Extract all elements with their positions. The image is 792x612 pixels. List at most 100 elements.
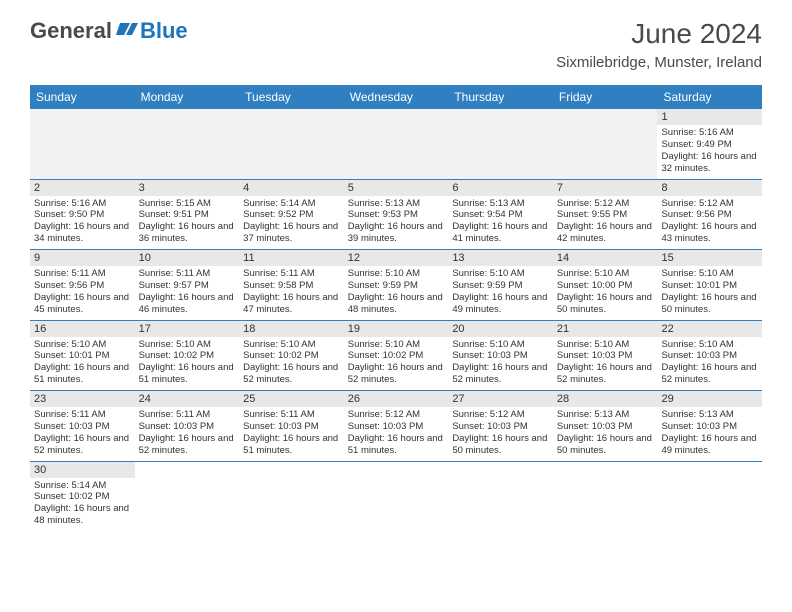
day-cell: Sunrise: 5:11 AMSunset: 9:56 PMDaylight:… [30, 266, 135, 320]
day-cell: Sunrise: 5:13 AMSunset: 10:03 PMDaylight… [657, 407, 762, 461]
sunrise-text: Sunrise: 5:13 AM [661, 409, 758, 421]
day-number: 23 [30, 391, 135, 407]
day-number: 22 [657, 321, 762, 337]
header: General Blue June 2024 Sixmilebridge, Mu… [0, 0, 792, 77]
day-cell: Sunrise: 5:11 AMSunset: 10:03 PMDaylight… [135, 407, 240, 461]
day-cell [657, 478, 762, 532]
weekday-header-row: Sunday Monday Tuesday Wednesday Thursday… [30, 85, 762, 109]
day-number [657, 462, 762, 478]
sunrise-text: Sunrise: 5:13 AM [348, 198, 445, 210]
title-block: June 2024 Sixmilebridge, Munster, Irelan… [556, 18, 762, 71]
month-title: June 2024 [556, 18, 762, 50]
sunset-text: Sunset: 10:02 PM [243, 350, 340, 362]
sunrise-text: Sunrise: 5:11 AM [139, 409, 236, 421]
day-number [135, 462, 240, 478]
sunset-text: Sunset: 10:03 PM [661, 350, 758, 362]
day-cell: Sunrise: 5:10 AMSunset: 10:02 PMDaylight… [135, 337, 240, 391]
daylight-text: Daylight: 16 hours and 51 minutes. [34, 362, 131, 386]
day-cell: Sunrise: 5:13 AMSunset: 10:03 PMDaylight… [553, 407, 658, 461]
day-number-row: 30 [30, 462, 762, 478]
sunset-text: Sunset: 10:01 PM [661, 280, 758, 292]
day-number [344, 109, 449, 125]
day-cell: Sunrise: 5:10 AMSunset: 10:03 PMDaylight… [448, 337, 553, 391]
sunset-text: Sunset: 10:03 PM [139, 421, 236, 433]
day-cell [344, 125, 449, 179]
sunset-text: Sunset: 10:03 PM [34, 421, 131, 433]
daylight-text: Daylight: 16 hours and 41 minutes. [452, 221, 549, 245]
day-cell [344, 478, 449, 532]
sunset-text: Sunset: 9:55 PM [557, 209, 654, 221]
daylight-text: Daylight: 16 hours and 51 minutes. [139, 362, 236, 386]
weekday-header: Sunday [30, 85, 135, 109]
day-cell: Sunrise: 5:16 AMSunset: 9:49 PMDaylight:… [657, 125, 762, 179]
sunrise-text: Sunrise: 5:11 AM [243, 268, 340, 280]
daylight-text: Daylight: 16 hours and 37 minutes. [243, 221, 340, 245]
sunset-text: Sunset: 10:03 PM [557, 421, 654, 433]
day-number: 13 [448, 250, 553, 266]
day-cell [30, 125, 135, 179]
day-cell [448, 478, 553, 532]
daylight-text: Daylight: 16 hours and 48 minutes. [348, 292, 445, 316]
sunrise-text: Sunrise: 5:12 AM [348, 409, 445, 421]
daylight-text: Daylight: 16 hours and 45 minutes. [34, 292, 131, 316]
day-number: 24 [135, 391, 240, 407]
sunset-text: Sunset: 10:03 PM [348, 421, 445, 433]
day-cell: Sunrise: 5:11 AMSunset: 9:57 PMDaylight:… [135, 266, 240, 320]
sunrise-text: Sunrise: 5:14 AM [243, 198, 340, 210]
sunrise-text: Sunrise: 5:12 AM [452, 409, 549, 421]
day-number: 9 [30, 250, 135, 266]
daylight-text: Daylight: 16 hours and 52 minutes. [243, 362, 340, 386]
day-number-row: 16171819202122 [30, 321, 762, 337]
sunrise-text: Sunrise: 5:13 AM [452, 198, 549, 210]
sunrise-text: Sunrise: 5:10 AM [348, 339, 445, 351]
day-cell: Sunrise: 5:13 AMSunset: 9:54 PMDaylight:… [448, 196, 553, 250]
sunrise-text: Sunrise: 5:10 AM [661, 339, 758, 351]
day-cell [553, 125, 658, 179]
sunset-text: Sunset: 9:54 PM [452, 209, 549, 221]
week-row: Sunrise: 5:14 AMSunset: 10:02 PMDaylight… [30, 478, 762, 532]
day-cell: Sunrise: 5:11 AMSunset: 10:03 PMDaylight… [30, 407, 135, 461]
day-cell: Sunrise: 5:11 AMSunset: 10:03 PMDaylight… [239, 407, 344, 461]
daylight-text: Daylight: 16 hours and 36 minutes. [139, 221, 236, 245]
daylight-text: Daylight: 16 hours and 50 minutes. [452, 433, 549, 457]
daylight-text: Daylight: 16 hours and 52 minutes. [557, 362, 654, 386]
daylight-text: Daylight: 16 hours and 51 minutes. [348, 433, 445, 457]
sunrise-text: Sunrise: 5:12 AM [661, 198, 758, 210]
day-cell [553, 478, 658, 532]
sunrise-text: Sunrise: 5:10 AM [34, 339, 131, 351]
day-number: 6 [448, 180, 553, 196]
sunrise-text: Sunrise: 5:10 AM [452, 339, 549, 351]
sunrise-text: Sunrise: 5:16 AM [661, 127, 758, 139]
daylight-text: Daylight: 16 hours and 49 minutes. [452, 292, 549, 316]
sunrise-text: Sunrise: 5:11 AM [34, 268, 131, 280]
day-cell: Sunrise: 5:10 AMSunset: 10:03 PMDaylight… [657, 337, 762, 391]
sunset-text: Sunset: 10:02 PM [348, 350, 445, 362]
sunrise-text: Sunrise: 5:10 AM [348, 268, 445, 280]
daylight-text: Daylight: 16 hours and 49 minutes. [661, 433, 758, 457]
day-number: 18 [239, 321, 344, 337]
day-cell: Sunrise: 5:12 AMSunset: 9:56 PMDaylight:… [657, 196, 762, 250]
day-number: 5 [344, 180, 449, 196]
daylight-text: Daylight: 16 hours and 48 minutes. [34, 503, 131, 527]
day-number: 12 [344, 250, 449, 266]
daylight-text: Daylight: 16 hours and 51 minutes. [243, 433, 340, 457]
day-number: 3 [135, 180, 240, 196]
day-cell: Sunrise: 5:13 AMSunset: 9:53 PMDaylight:… [344, 196, 449, 250]
sunrise-text: Sunrise: 5:11 AM [243, 409, 340, 421]
day-number [239, 462, 344, 478]
week-row: Sunrise: 5:11 AMSunset: 10:03 PMDaylight… [30, 407, 762, 462]
day-cell: Sunrise: 5:10 AMSunset: 10:02 PMDaylight… [239, 337, 344, 391]
day-number [553, 109, 658, 125]
day-number-row: 2345678 [30, 180, 762, 196]
sunset-text: Sunset: 9:56 PM [661, 209, 758, 221]
sunrise-text: Sunrise: 5:13 AM [557, 409, 654, 421]
sunset-text: Sunset: 10:03 PM [661, 421, 758, 433]
day-cell [239, 478, 344, 532]
daylight-text: Daylight: 16 hours and 50 minutes. [661, 292, 758, 316]
week-row: Sunrise: 5:16 AMSunset: 9:50 PMDaylight:… [30, 196, 762, 251]
day-number: 7 [553, 180, 658, 196]
day-cell: Sunrise: 5:10 AMSunset: 10:01 PMDaylight… [30, 337, 135, 391]
day-number: 16 [30, 321, 135, 337]
sunrise-text: Sunrise: 5:14 AM [34, 480, 131, 492]
day-number: 25 [239, 391, 344, 407]
